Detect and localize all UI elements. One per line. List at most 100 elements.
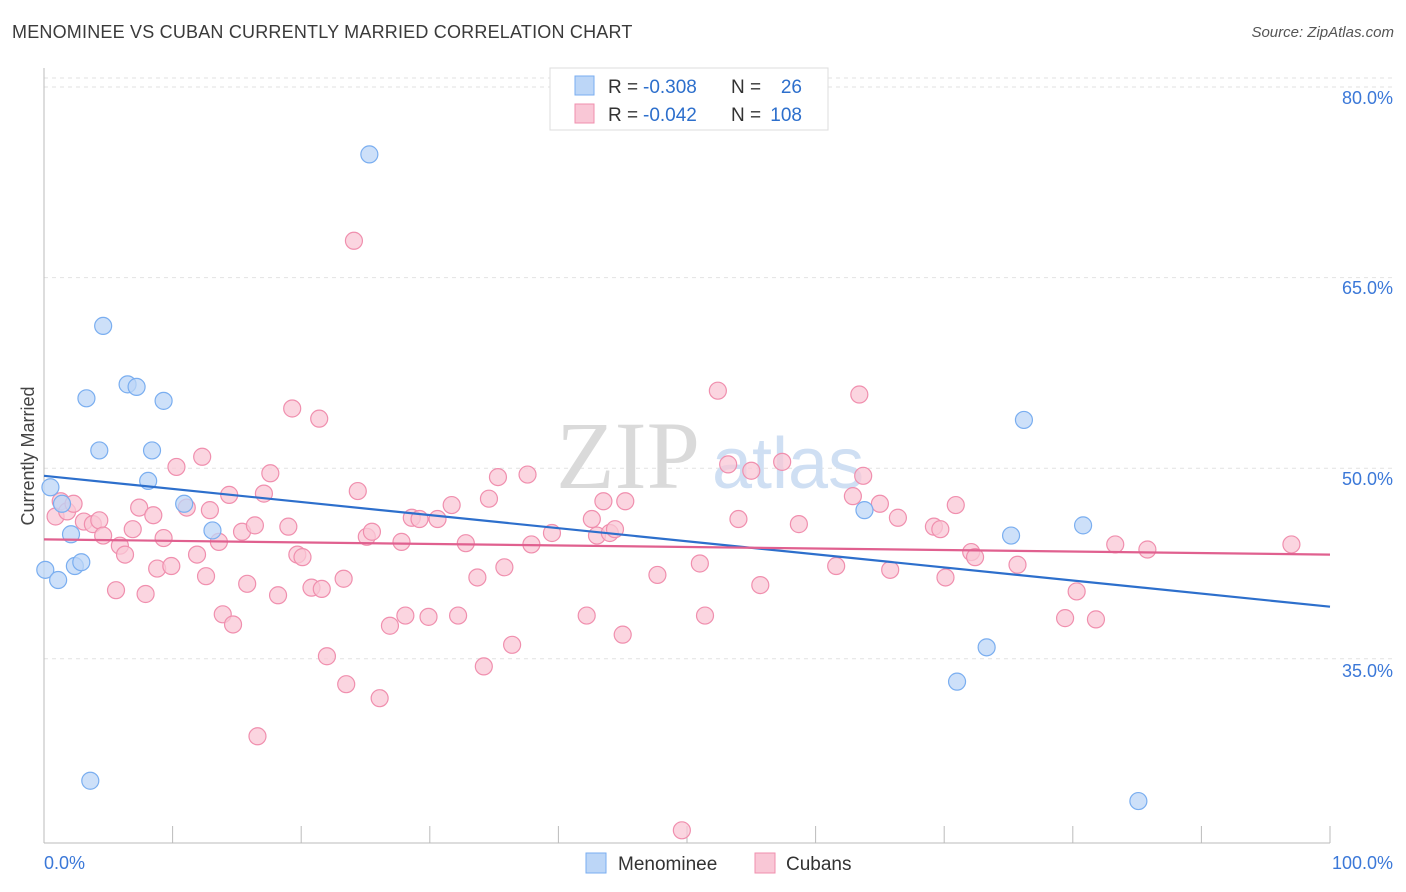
point-cubans bbox=[456, 534, 475, 553]
axes bbox=[43, 68, 1331, 844]
point-cubans bbox=[392, 532, 411, 551]
point-menominee bbox=[1073, 516, 1093, 535]
point-cubans bbox=[931, 520, 950, 539]
point-cubans bbox=[380, 616, 400, 635]
y-tick-label-35: 35.0% bbox=[1342, 661, 1393, 681]
point-cubans bbox=[495, 558, 514, 577]
legend-r-value-menominee: -0.308 bbox=[643, 77, 697, 98]
point-cubans bbox=[613, 625, 632, 644]
point-cubans bbox=[154, 528, 173, 548]
point-cubans bbox=[106, 581, 126, 600]
point-cubans bbox=[442, 495, 461, 515]
legend-n-value-cubans: 108 bbox=[770, 105, 802, 126]
point-cubans bbox=[888, 508, 908, 527]
legend-r-label-cubans: R = bbox=[608, 105, 638, 126]
point-menominee bbox=[36, 560, 55, 579]
y-tick-label-80: 80.0% bbox=[1342, 88, 1393, 108]
point-menominee bbox=[72, 553, 91, 572]
point-cubans bbox=[283, 399, 302, 418]
point-cubans bbox=[479, 489, 499, 508]
point-cubans bbox=[936, 568, 955, 587]
point-cubans bbox=[448, 606, 468, 625]
y-tick-label-65: 65.0% bbox=[1342, 278, 1393, 298]
point-cubans bbox=[827, 556, 846, 576]
point-cubans bbox=[279, 517, 298, 536]
point-cubans bbox=[245, 516, 265, 535]
point-menominee bbox=[360, 145, 379, 164]
point-cubans bbox=[396, 606, 415, 625]
point-menominee bbox=[81, 771, 100, 790]
point-menominee bbox=[154, 391, 173, 410]
point-cubans bbox=[843, 487, 862, 506]
point-cubans bbox=[115, 545, 135, 564]
point-cubans bbox=[261, 464, 280, 483]
point-cubans bbox=[370, 689, 389, 708]
point-cubans bbox=[751, 575, 770, 595]
point-cubans bbox=[690, 554, 709, 573]
axis-labels: Currently Married 0.0% 100.0% 80.0% 65.0… bbox=[18, 88, 1393, 873]
watermark-zip: ZIP bbox=[556, 402, 700, 509]
point-cubans bbox=[248, 727, 267, 746]
point-cubans bbox=[136, 584, 155, 604]
gridlines bbox=[44, 77, 1392, 660]
legend-swatch-menominee bbox=[574, 75, 595, 96]
point-cubans bbox=[334, 569, 353, 588]
point-menominee bbox=[49, 570, 68, 590]
point-cubans bbox=[312, 579, 331, 599]
series-legend-label-cubans: Cubans bbox=[786, 854, 852, 875]
point-menominee bbox=[977, 638, 996, 657]
trend-lines bbox=[43, 474, 1331, 608]
series-legend-swatch-menominee bbox=[585, 852, 607, 874]
point-cubans bbox=[850, 385, 869, 404]
data-points bbox=[36, 145, 1301, 840]
point-cubans bbox=[317, 647, 337, 666]
point-menominee bbox=[90, 441, 109, 460]
point-menominee bbox=[1014, 410, 1034, 430]
trend-line-cubans bbox=[43, 538, 1331, 556]
point-cubans bbox=[428, 509, 447, 529]
point-cubans bbox=[123, 520, 142, 539]
point-cubans bbox=[488, 467, 508, 487]
point-menominee bbox=[947, 672, 967, 691]
point-menominee bbox=[61, 525, 81, 544]
point-menominee bbox=[127, 377, 146, 396]
point-menominee bbox=[142, 441, 162, 460]
point-menominee bbox=[41, 478, 60, 497]
point-cubans bbox=[1138, 540, 1157, 559]
legend-n-value-menominee: 26 bbox=[781, 77, 802, 98]
source-note: Source: ZipAtlas.com bbox=[1251, 24, 1394, 41]
stats-legend: R = -0.308 N = 26 R = -0.042 N = 108 bbox=[549, 67, 829, 131]
point-cubans bbox=[362, 522, 382, 541]
point-cubans bbox=[729, 509, 748, 529]
point-cubans bbox=[187, 545, 207, 564]
point-cubans bbox=[870, 494, 890, 513]
chart-title: MENOMINEE VS CUBAN CURRENTLY MARRIED COR… bbox=[12, 22, 633, 42]
point-cubans bbox=[695, 606, 715, 625]
point-cubans bbox=[293, 548, 312, 567]
point-cubans bbox=[196, 567, 216, 586]
point-cubans bbox=[310, 409, 329, 428]
legend-n-label-cubans: N = bbox=[731, 105, 761, 126]
y-tick-label-50: 50.0% bbox=[1342, 469, 1393, 489]
point-cubans bbox=[881, 560, 900, 579]
point-cubans bbox=[648, 565, 667, 585]
point-cubans bbox=[90, 511, 109, 530]
point-cubans bbox=[1086, 610, 1106, 629]
point-cubans bbox=[144, 506, 163, 525]
series-legend: Menominee Cubans bbox=[585, 852, 852, 875]
point-cubans bbox=[854, 466, 873, 485]
point-cubans bbox=[223, 615, 243, 634]
point-cubans bbox=[238, 574, 257, 593]
point-cubans bbox=[1282, 535, 1301, 554]
point-menominee bbox=[94, 316, 113, 336]
point-cubans bbox=[193, 447, 212, 466]
point-cubans bbox=[474, 657, 493, 676]
point-menominee bbox=[52, 494, 72, 513]
point-cubans bbox=[1055, 609, 1075, 628]
stats-legend-frame bbox=[549, 67, 829, 131]
legend-n-label-menominee: N = bbox=[731, 77, 761, 98]
point-cubans bbox=[268, 586, 288, 605]
point-cubans bbox=[742, 461, 761, 480]
point-cubans bbox=[200, 501, 219, 520]
